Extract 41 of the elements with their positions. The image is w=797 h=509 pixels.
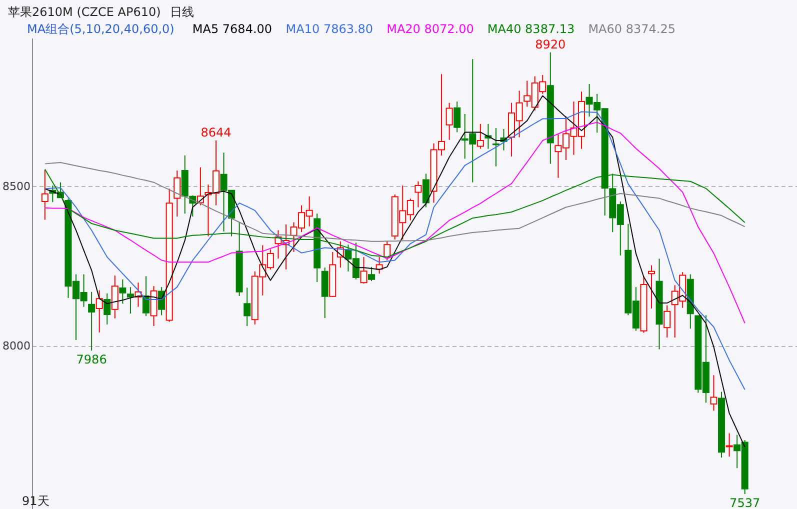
annotation: 8920: [535, 37, 566, 52]
annotation: 7986: [76, 352, 107, 367]
candlestick: [111, 275, 118, 319]
y-tick-label: 8500: [2, 180, 30, 193]
candlestick: [174, 170, 181, 217]
annotation: 7537: [730, 496, 760, 509]
y-tick-label: 8000: [2, 340, 30, 353]
candlestick: [414, 180, 422, 208]
candlestick: [244, 287, 251, 327]
candlestick: [422, 173, 430, 208]
line-series: [44, 162, 746, 242]
candlestick: [710, 374, 718, 412]
text: 日线: [170, 5, 194, 19]
text: MA60 8374.25: [588, 22, 676, 36]
candlestick: [119, 278, 126, 304]
candlestick: [96, 290, 103, 333]
chart-title: 苹果2610M (CZCE AP610): [8, 5, 161, 19]
candlestick: [360, 256, 368, 284]
candlestick: [126, 286, 134, 314]
text: MA20 8072.00: [386, 22, 474, 36]
annotation: 91天: [22, 494, 50, 508]
line-series: [44, 95, 746, 448]
annotation: 8644: [200, 126, 232, 140]
candlestick: [88, 291, 96, 352]
candlestick: [41, 169, 48, 220]
candlestick: [454, 101, 461, 133]
line-series: [44, 122, 746, 324]
candlestick: [104, 292, 111, 325]
candlestick: [492, 128, 500, 167]
text: MA40 8387.13: [487, 22, 575, 36]
candlestick: [664, 304, 671, 338]
candlestick: [368, 266, 376, 282]
text: MA组合(5,10,20,40,60,0): [27, 22, 174, 36]
text: MA10 7863.80: [286, 22, 374, 36]
candlestick: [142, 276, 150, 317]
candlestick: [648, 264, 655, 309]
candlestick: [446, 102, 453, 140]
candlestick: [476, 123, 484, 150]
candlestick: [384, 240, 391, 261]
text: MA5 7684.00: [192, 22, 272, 36]
line-series: [44, 111, 746, 390]
